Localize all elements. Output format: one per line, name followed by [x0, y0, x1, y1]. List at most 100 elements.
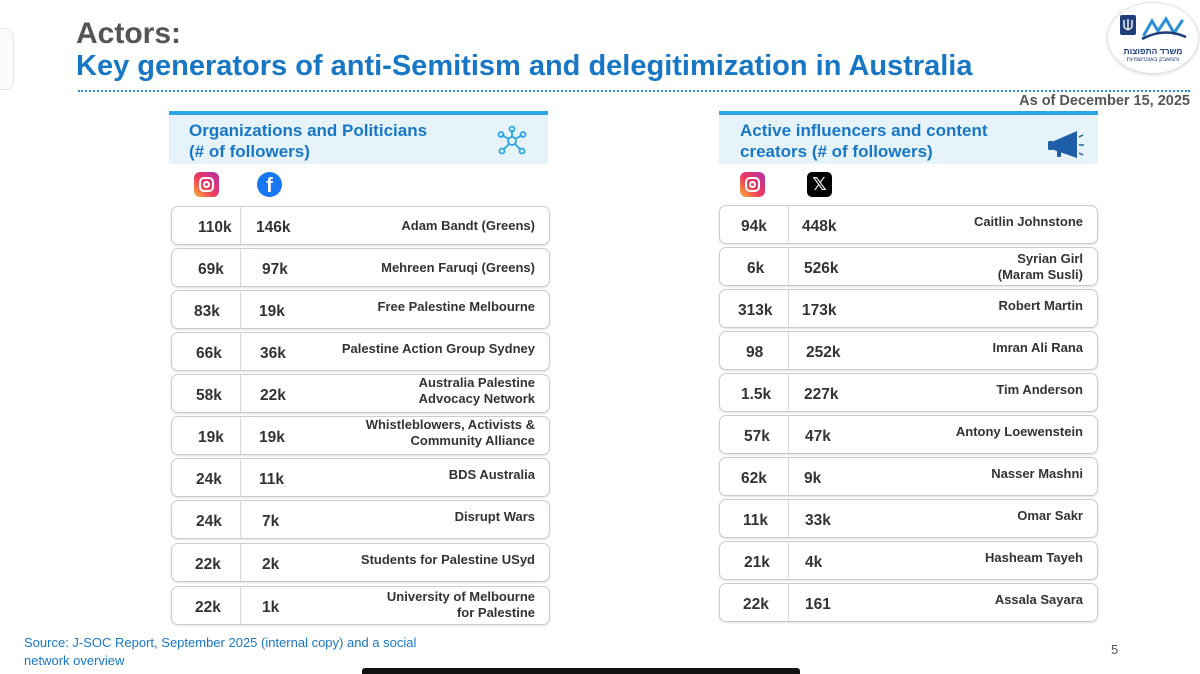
x-followers: 252k [806, 344, 841, 361]
instagram-icon [740, 172, 765, 197]
instagram-followers: 22k [743, 596, 769, 613]
megaphone-icon [1048, 131, 1084, 158]
organization-row: 66k 36k Palestine Action Group Sydney [171, 332, 550, 371]
instagram-followers: 19k [198, 429, 224, 446]
organizations-panel-title: Organizations and Politicians (# of foll… [189, 121, 428, 161]
instagram-followers: 98 [746, 344, 764, 361]
instagram-followers: 1.5k [741, 386, 772, 403]
organization-name: University of Melbourne for Palestine [386, 588, 535, 620]
x-icon: 𝕏 [807, 172, 832, 197]
influencers-panel-title: Active influencers and content creators … [740, 121, 988, 161]
influencer-name: Nasser Mashni [991, 465, 1083, 481]
x-followers: 9k [804, 470, 822, 487]
organization-row: 19k 19k Whistleblowers, Activists & Comm… [171, 416, 550, 455]
influencer-row: 1.5k 227k Tim Anderson [719, 373, 1098, 412]
side-panel-tab[interactable] [0, 28, 14, 90]
instagram-followers: 24k [196, 471, 222, 488]
influencer-name: Syrian Girl (Maram Susli) [997, 250, 1083, 282]
as-of-date: As of December 15, 2025 [1019, 93, 1190, 109]
influencer-row: 313k 173k Robert Martin [719, 289, 1098, 328]
organizations-panel-header: Organizations and Politicians (# of foll… [169, 111, 548, 164]
instagram-followers: 57k [744, 428, 770, 445]
organization-row: 69k 97k Mehreen Faruqi (Greens) [171, 248, 550, 287]
influencer-name: Caitlin Johnstone [973, 213, 1083, 229]
influencer-name: Omar Sakr [1017, 507, 1083, 523]
bottom-overlay-bar [362, 668, 800, 674]
page-subtitle: Key generators of anti-Semitism and dele… [76, 50, 973, 82]
page-title: Actors: [76, 17, 182, 50]
ministry-logo: משרד התפוצות והמאבק באנטישמיות [1107, 2, 1199, 74]
network-icon [497, 125, 527, 155]
facebook-followers: 19k [259, 429, 285, 446]
logo-text-line2: והמאבק באנטישמיות [1126, 57, 1180, 63]
instagram-followers: 94k [741, 218, 767, 235]
influencer-name: Antony Loewenstein [955, 423, 1083, 439]
facebook-followers: 1k [262, 599, 280, 616]
instagram-followers: 22k [195, 556, 221, 573]
influencer-name: Robert Martin [998, 297, 1084, 313]
menorah-logo-icon [1120, 15, 1187, 41]
organization-name: Students for Palestine USyd [360, 551, 535, 567]
instagram-followers: 6k [747, 260, 765, 277]
influencer-row: 6k 526k Syrian Girl (Maram Susli) [719, 247, 1098, 286]
instagram-icon [194, 172, 219, 197]
facebook-followers: 146k [256, 219, 291, 236]
instagram-followers: 11k [743, 512, 769, 529]
organization-row: 58k 22k Australia Palestine Advocacy Net… [171, 374, 550, 413]
x-followers: 227k [804, 386, 839, 403]
instagram-followers: 21k [744, 554, 770, 571]
instagram-followers: 110k [198, 219, 232, 236]
facebook-followers: 22k [260, 387, 286, 404]
instagram-followers: 69k [198, 261, 224, 278]
facebook-followers: 36k [260, 345, 286, 362]
influencer-row: 98 252k Imran Ali Rana [719, 331, 1098, 370]
influencer-row: 11k 33k Omar Sakr [719, 499, 1098, 538]
organization-name: Adam Bandt (Greens) [401, 217, 535, 233]
page-number: 5 [1111, 642, 1119, 657]
influencers-panel-header: Active influencers and content creators … [719, 111, 1098, 164]
logo-text-line1: משרד התפוצות [1123, 46, 1183, 56]
facebook-icon: f [257, 172, 282, 197]
organization-row: 83k 19k Free Palestine Melbourne [171, 290, 550, 329]
facebook-followers: 97k [262, 261, 288, 278]
source-note: Source: J-SOC Report, September 2025 (in… [24, 635, 417, 668]
instagram-followers: 313k [738, 302, 773, 319]
title-divider [78, 90, 1190, 92]
influencer-row: 21k 4k Hasheam Tayeh [719, 541, 1098, 580]
organization-name: Mehreen Faruqi (Greens) [381, 259, 535, 275]
organization-row: 24k 11k BDS Australia [171, 458, 550, 497]
x-followers: 448k [802, 218, 837, 235]
instagram-followers: 83k [194, 303, 220, 320]
organization-name: Australia Palestine Advocacy Network [418, 374, 535, 406]
organization-name: Palestine Action Group Sydney [341, 340, 535, 356]
influencer-row: 62k 9k Nasser Mashni [719, 457, 1098, 496]
x-followers: 47k [805, 428, 831, 445]
influencer-row: 57k 47k Antony Loewenstein [719, 415, 1098, 454]
influencer-row: 94k 448k Caitlin Johnstone [719, 205, 1098, 244]
organization-name: Free Palestine Melbourne [377, 298, 536, 314]
instagram-followers: 66k [196, 345, 222, 362]
instagram-followers: 58k [196, 387, 222, 404]
x-followers: 4k [805, 554, 823, 571]
organization-row: 110k 146k Adam Bandt (Greens) [171, 206, 550, 245]
organization-row: 24k 7k Disrupt Wars [171, 500, 550, 539]
x-followers: 33k [805, 512, 831, 529]
organization-name: Whistleblowers, Activists & Community Al… [365, 416, 535, 448]
facebook-followers: 11k [259, 471, 285, 488]
influencer-name: Assala Sayara [994, 591, 1083, 607]
influencer-name: Imran Ali Rana [992, 339, 1083, 355]
organization-name: Disrupt Wars [454, 508, 535, 524]
influencer-name: Hasheam Tayeh [984, 549, 1083, 565]
instagram-followers: 62k [741, 470, 767, 487]
x-followers: 161 [805, 596, 831, 613]
organization-name: BDS Australia [448, 466, 535, 482]
instagram-followers: 22k [195, 599, 221, 616]
influencer-row: 22k 161 Assala Sayara [719, 583, 1098, 622]
instagram-followers: 24k [196, 513, 222, 530]
facebook-followers: 19k [259, 303, 285, 320]
facebook-followers: 7k [262, 513, 280, 530]
x-followers: 173k [802, 302, 837, 319]
facebook-followers: 2k [262, 556, 280, 573]
organization-row: 22k 1k University of Melbourne for Pales… [171, 586, 550, 625]
organization-row: 22k 2k Students for Palestine USyd [171, 543, 550, 582]
